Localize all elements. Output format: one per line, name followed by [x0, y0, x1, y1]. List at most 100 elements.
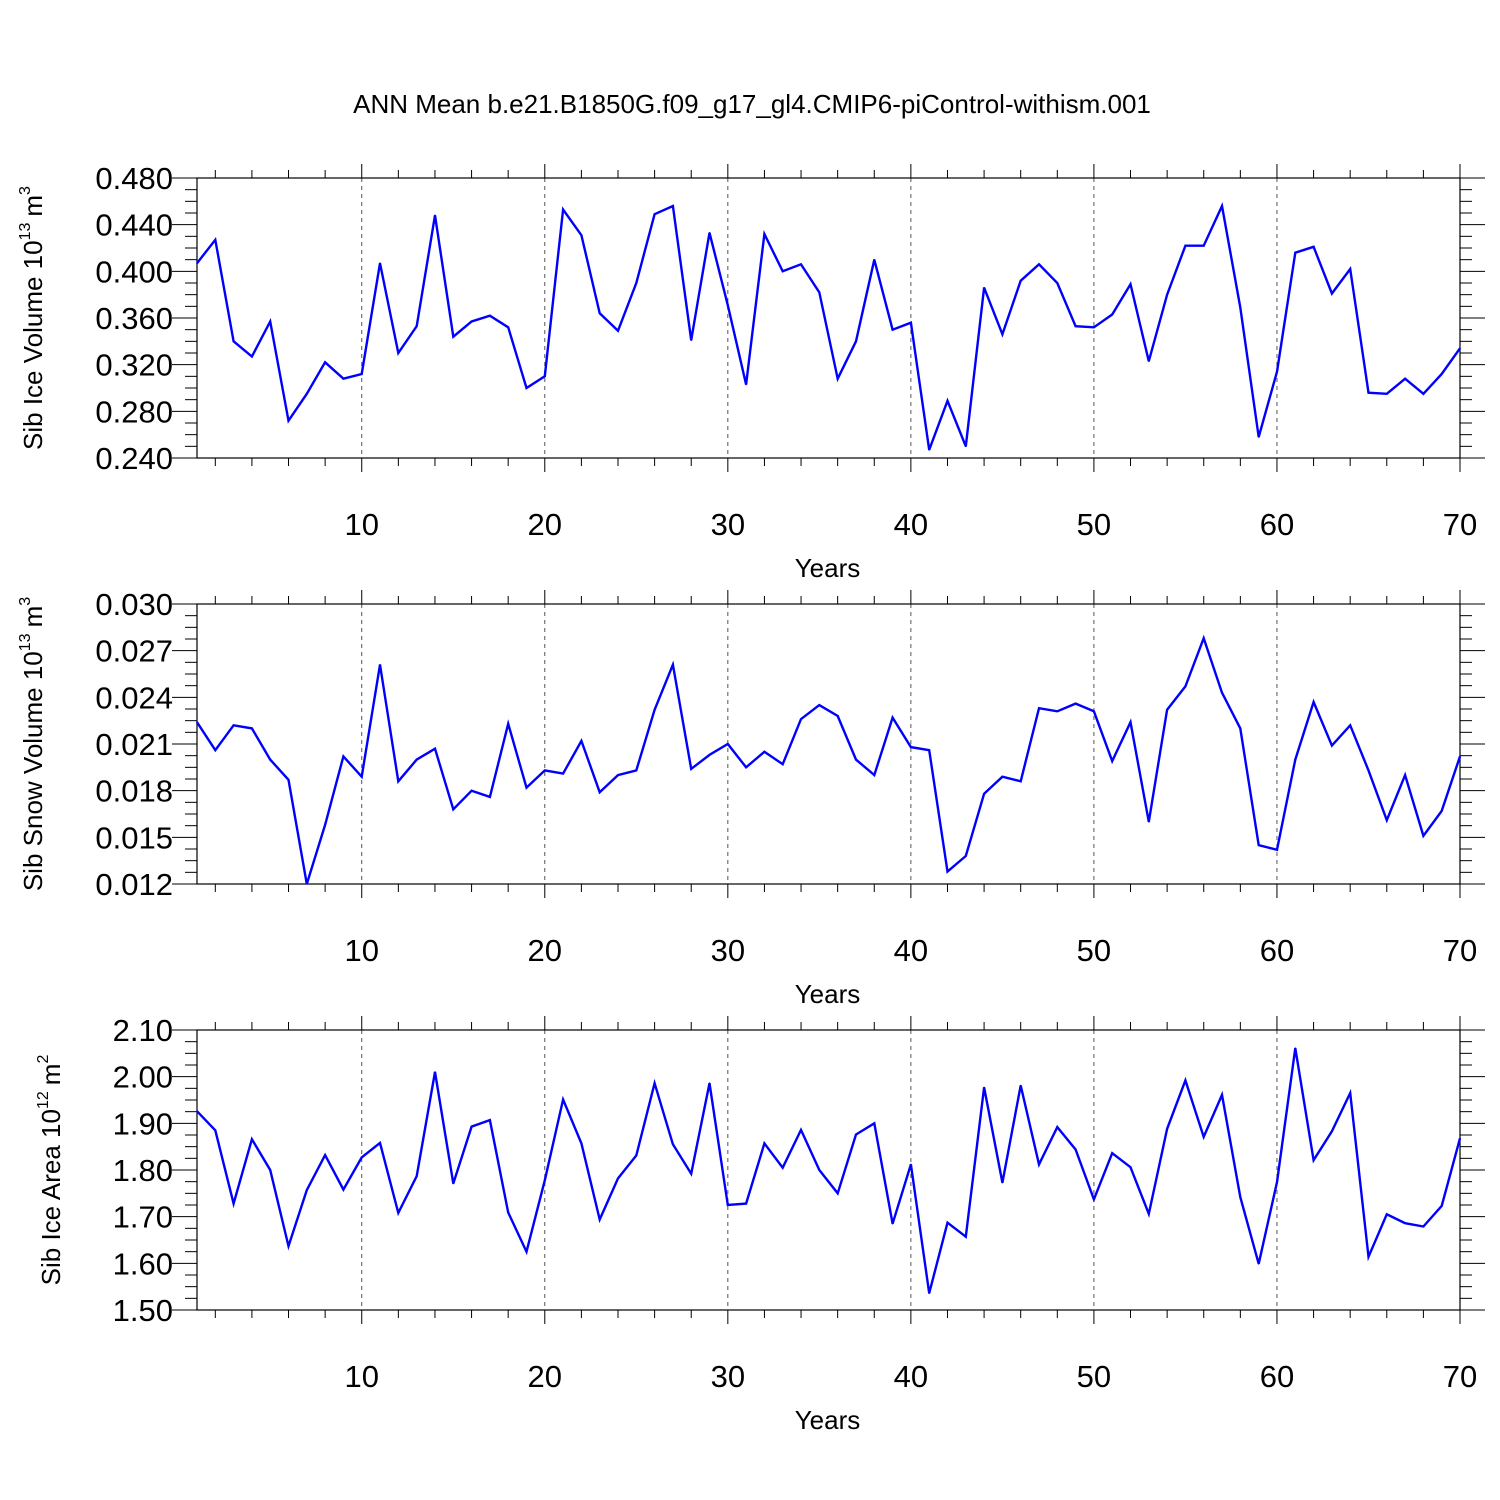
y-axis-label-unit: m [36, 1064, 66, 1086]
x-tick-label: 60 [1260, 507, 1294, 542]
data-point [306, 883, 308, 885]
y-axis-label-unit-exponent: 2 [35, 1055, 52, 1064]
data-point [324, 1154, 326, 1156]
data-point [946, 400, 949, 402]
data-point [1276, 848, 1278, 851]
data-point [1312, 701, 1315, 703]
y-axis-label-text: Sib Snow Volume 10 [18, 651, 48, 891]
data-point [1404, 1222, 1406, 1224]
data-point [306, 1189, 308, 1191]
data-point [781, 763, 784, 766]
data-point [727, 1204, 729, 1206]
data-point [946, 1221, 949, 1224]
data-point [507, 326, 509, 329]
x-tick-label: 30 [711, 507, 745, 542]
x-tick-label: 50 [1077, 1359, 1111, 1394]
data-point [525, 387, 528, 389]
data-point [836, 715, 839, 717]
y-axis-label: Sib Ice Volume 1013 m3 [17, 186, 48, 450]
series-line [196, 202, 1461, 451]
x-tick-label: 20 [528, 1359, 562, 1394]
series-line [195, 634, 1462, 885]
y-axis-label: Sib Snow Volume 1013 m3 [17, 597, 48, 891]
y-tick-label: 1.80 [113, 1153, 173, 1188]
x-axis-label: Years [795, 553, 861, 583]
data-point [983, 1086, 985, 1089]
x-tick-label: 30 [711, 1359, 745, 1394]
x-tick-label: 60 [1260, 1359, 1294, 1394]
data-point [360, 1156, 363, 1159]
data-point [1202, 637, 1205, 640]
data-point [1129, 1166, 1132, 1168]
data-point [873, 774, 876, 776]
y-tick-label: 0.030 [95, 587, 173, 622]
data-point [763, 233, 766, 235]
data-point [1221, 691, 1223, 694]
data-point [1349, 268, 1351, 270]
plot-frame [196, 603, 1461, 885]
x-axis-label: Years [795, 979, 861, 1009]
y-tick-label: 0.320 [95, 348, 173, 383]
data-point [543, 375, 546, 378]
data-point [1221, 205, 1223, 207]
data-point [1294, 251, 1297, 254]
data-point [489, 796, 491, 798]
data-point [1038, 263, 1040, 266]
data-point [1440, 810, 1443, 812]
data-point [800, 718, 802, 720]
data-point [1038, 1163, 1040, 1166]
data-point [745, 383, 747, 386]
data-point [653, 213, 656, 215]
panel-1: 10 20 30 40 50 60 70 Years 0.240 0.280 0.320 0.360 0… [17, 161, 1485, 583]
data-point [1019, 279, 1022, 282]
series-line [196, 1048, 1462, 1294]
data-point [1038, 707, 1040, 710]
data-point [1221, 1094, 1223, 1096]
data-point [1184, 1079, 1187, 1082]
y-tick-label: 0.280 [95, 394, 173, 429]
y-tick-label: 1.70 [113, 1200, 173, 1235]
data-point [745, 766, 747, 769]
data-point [653, 1082, 656, 1084]
data-point [964, 445, 967, 448]
data-point [1239, 306, 1242, 309]
data-point [1001, 775, 1004, 778]
y-axis-label-text: Sib Ice Volume 10 [18, 240, 48, 450]
data-point [672, 205, 674, 207]
data-point [836, 1192, 839, 1195]
y-tick-label: 0.400 [95, 254, 173, 289]
data-point [562, 772, 564, 775]
data-point [580, 1142, 583, 1145]
data-point [983, 286, 985, 289]
data-point [324, 824, 326, 826]
data-point [452, 1182, 455, 1185]
x-tick-label: 70 [1443, 933, 1477, 968]
x-tick-label: 40 [894, 507, 928, 542]
data-point [1074, 325, 1077, 327]
data-point [525, 786, 528, 789]
data-point [525, 1250, 528, 1253]
data-point [1148, 820, 1150, 823]
data-point [507, 722, 509, 725]
x-tick-label: 40 [894, 1359, 928, 1394]
data-point [690, 339, 693, 341]
data-point [580, 740, 583, 742]
data-point [1202, 244, 1205, 247]
data-point [598, 312, 601, 315]
y-axis-label-unit-exponent: 3 [17, 597, 34, 606]
data-point [763, 1142, 766, 1145]
data-point [306, 393, 308, 395]
y-axis-label-unit-exponent: 3 [17, 186, 34, 195]
data-point [489, 1119, 491, 1121]
data-point [1129, 721, 1132, 724]
data-point [1166, 1128, 1168, 1130]
data-point [781, 1166, 784, 1169]
data-point [324, 361, 326, 364]
data-point [397, 352, 400, 354]
data-point [928, 749, 930, 752]
data-point [855, 340, 857, 343]
data-point [635, 1154, 638, 1157]
y-axis-label-exponent: 12 [35, 1091, 52, 1109]
data-point [214, 1129, 217, 1132]
data-point [1331, 744, 1333, 747]
